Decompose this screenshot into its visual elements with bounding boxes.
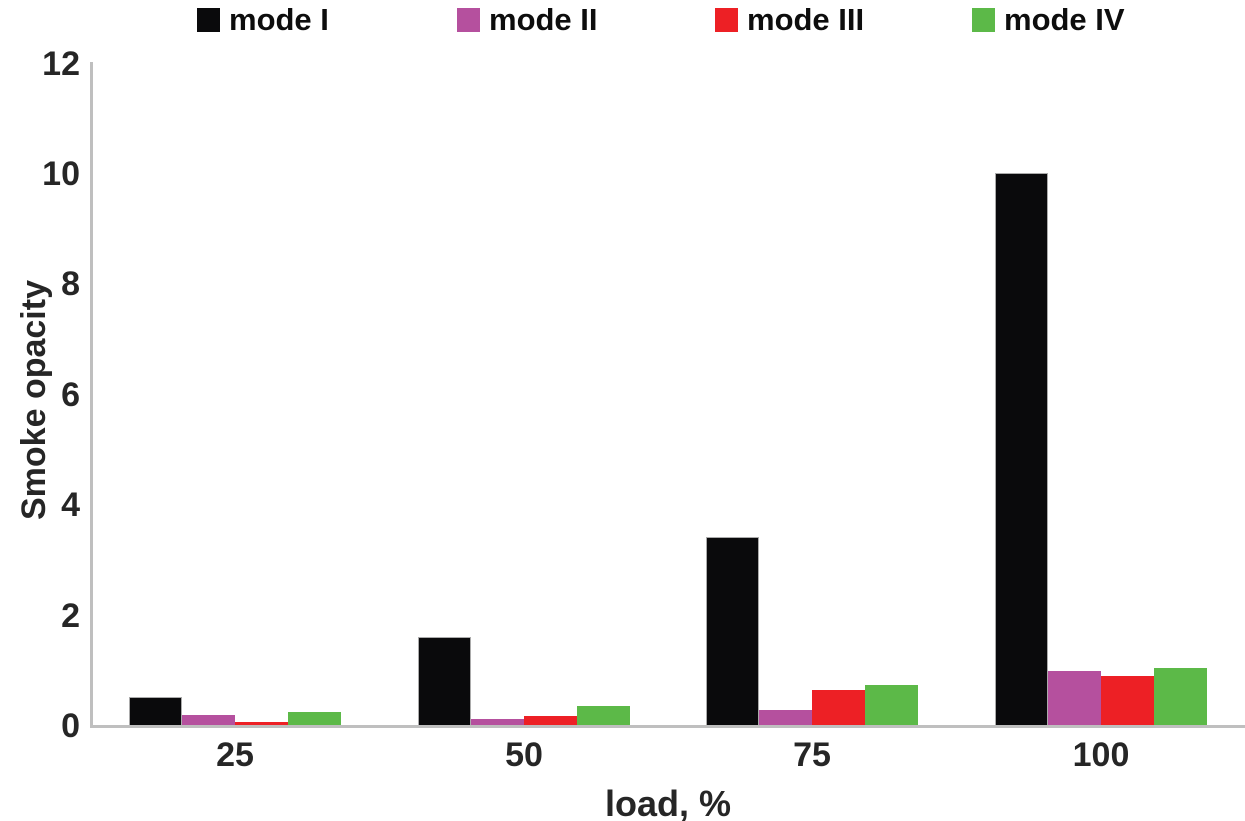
- legend-label: mode I: [229, 2, 329, 37]
- bar-mode-i-load-75: [706, 537, 759, 725]
- x-axis-line: [90, 725, 1245, 728]
- bar-mode-iii-load-50: [524, 716, 577, 725]
- bar-mode-iv-load-25: [288, 712, 341, 725]
- x-tick-label-50: 50: [505, 736, 543, 774]
- y-tick-label: 12: [42, 44, 80, 83]
- y-tick-label: 4: [61, 486, 80, 525]
- x-tick-label-75: 75: [793, 736, 831, 774]
- bar-mode-iii-load-25: [235, 722, 288, 725]
- bar-mode-ii-load-50: [471, 719, 524, 725]
- y-tick-label: 8: [61, 265, 80, 304]
- y-tick-label: 6: [61, 375, 80, 414]
- x-axis-title: load, %: [604, 783, 732, 821]
- bar-mode-iv-load-50: [577, 706, 630, 725]
- legend-label: mode II: [489, 2, 598, 37]
- legend-label: mode IV: [1004, 2, 1125, 37]
- legend-label: mode III: [747, 2, 865, 37]
- y-tick-label: 10: [42, 155, 80, 193]
- legend-swatch-icon: [457, 8, 480, 32]
- x-tick-label-25: 25: [216, 736, 254, 774]
- bar-mode-i-load-50: [418, 637, 471, 725]
- legend-item-mode-ii: mode II: [457, 2, 598, 38]
- bar-mode-ii-load-75: [759, 710, 812, 725]
- legend-swatch-icon: [972, 8, 995, 32]
- legend-swatch-icon: [197, 8, 220, 32]
- bar-mode-ii-load-100: [1048, 671, 1101, 725]
- bar-mode-ii-load-25: [182, 715, 235, 725]
- bar-mode-iv-load-100: [1154, 668, 1207, 725]
- bar-mode-iii-load-75: [812, 690, 865, 725]
- x-tick-label-100: 100: [1072, 736, 1130, 774]
- y-tick-label: 0: [61, 707, 80, 745]
- y-tick-label: 2: [61, 596, 80, 635]
- legend-item-mode-iv: mode IV: [972, 2, 1125, 38]
- legend-swatch-icon: [715, 8, 738, 32]
- legend-item-mode-iii: mode III: [715, 2, 864, 38]
- bar-mode-iii-load-100: [1101, 676, 1154, 725]
- legend-item-mode-i: mode I: [197, 2, 329, 38]
- bar-mode-i-load-100: [995, 173, 1048, 725]
- y-axis-line: [90, 62, 93, 728]
- bar-mode-iv-load-75: [865, 685, 918, 725]
- bar-mode-i-load-25: [129, 697, 182, 725]
